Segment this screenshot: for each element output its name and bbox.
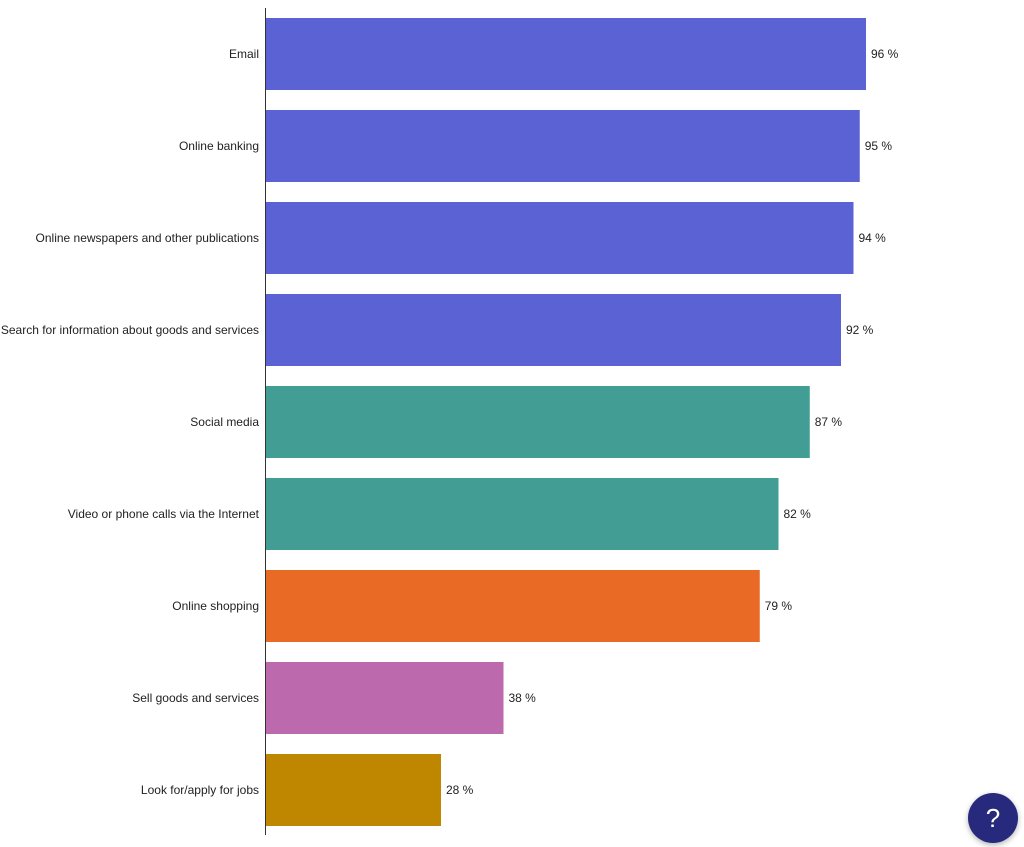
category-label: Online shopping	[172, 599, 259, 613]
data-label: 95 %	[865, 139, 893, 153]
data-label: 94 %	[859, 231, 887, 245]
category-label: Online newspapers and other publications	[36, 231, 259, 245]
bar	[266, 110, 860, 182]
data-label: 38 %	[509, 691, 537, 705]
category-label: Sell goods and services	[132, 691, 259, 705]
help-button[interactable]: ?	[968, 793, 1018, 843]
data-label: 79 %	[765, 599, 793, 613]
data-label: 28 %	[446, 783, 474, 797]
data-label: 92 %	[846, 323, 874, 337]
category-label: Email	[229, 47, 259, 61]
category-label: Online banking	[179, 139, 259, 153]
bar	[266, 386, 810, 458]
bar	[266, 754, 441, 826]
category-label: Look for/apply for jobs	[141, 783, 259, 797]
bar	[266, 570, 760, 642]
bar	[266, 202, 854, 274]
data-label: 82 %	[784, 507, 812, 521]
bar	[266, 294, 841, 366]
bar	[266, 478, 779, 550]
bar	[266, 18, 866, 90]
data-label: 96 %	[871, 47, 899, 61]
category-label: Search for information about goods and s…	[1, 323, 259, 337]
category-label: Video or phone calls via the Internet	[68, 507, 260, 521]
data-label: 87 %	[815, 415, 843, 429]
category-label: Social media	[190, 415, 259, 429]
bar	[266, 662, 504, 734]
